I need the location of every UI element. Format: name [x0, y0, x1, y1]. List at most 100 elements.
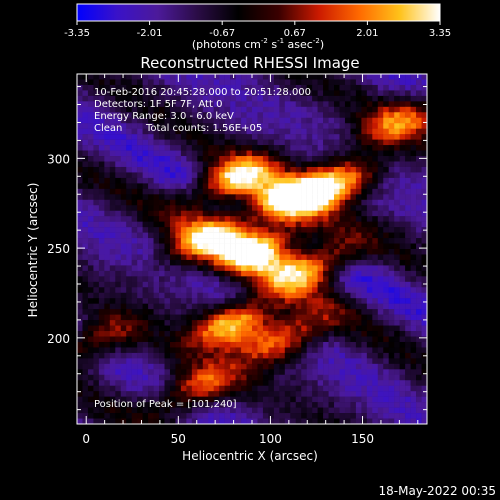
heatmap-cell: [153, 396, 160, 403]
heatmap-cell: [230, 276, 236, 283]
heatmap-cell: [366, 298, 373, 304]
heatmap-cell: [219, 205, 225, 211]
heatmap-cell: [142, 156, 149, 162]
heatmap-cell: [257, 418, 264, 424]
heatmap-cell: [350, 418, 357, 424]
heatmap-cell: [164, 358, 171, 365]
heatmap-cell: [317, 199, 324, 206]
heatmap-cell: [394, 194, 400, 201]
heatmap-cell: [164, 298, 171, 304]
heatmap-cell: [366, 216, 373, 222]
heatmap-cell: [366, 363, 373, 370]
heatmap-cell: [197, 358, 204, 365]
heatmap-cell: [180, 243, 187, 250]
heatmap-cell: [350, 74, 357, 80]
heatmap-cell: [377, 391, 384, 397]
heatmap-cell: [115, 172, 121, 179]
heatmap-cell: [279, 254, 286, 261]
heatmap-cell: [104, 336, 111, 343]
heatmap-cell: [339, 276, 346, 283]
heatmap-cell: [137, 325, 143, 332]
heatmap-cell: [306, 221, 313, 228]
heatmap-cell: [241, 292, 247, 299]
heatmap-cell: [372, 139, 379, 146]
heatmap-cell: [421, 232, 427, 239]
heatmap-cell: [410, 134, 417, 140]
heatmap-cell: [301, 101, 307, 108]
heatmap-cell: [159, 194, 165, 201]
heatmap-cell: [191, 358, 198, 365]
heatmap-cell: [175, 309, 182, 315]
heatmap-cell: [350, 106, 357, 113]
heatmap-cell: [213, 243, 220, 250]
heatmap-cell: [87, 292, 94, 299]
annotation-time-range: 10-Feb-2016 20:45:28.000 to 20:51:28.000: [94, 87, 311, 98]
heatmap-cell: [219, 177, 225, 184]
heatmap-cell: [120, 79, 127, 86]
heatmap-cell: [350, 369, 357, 376]
heatmap-cell: [126, 117, 132, 124]
heatmap-cell: [410, 259, 417, 266]
heatmap-cell: [241, 95, 247, 102]
heatmap-cell: [301, 380, 307, 386]
heatmap-cell: [377, 128, 384, 135]
heatmap-cell: [142, 112, 149, 118]
heatmap-cell: [169, 128, 176, 135]
heatmap-cell: [388, 150, 395, 157]
heatmap-cell: [224, 194, 231, 201]
heatmap-cell: [383, 407, 389, 414]
heatmap-cell: [416, 309, 422, 315]
heatmap-cell: [273, 336, 280, 343]
heatmap-cell: [312, 276, 318, 283]
heatmap-cell: [82, 369, 89, 376]
heatmap-cell: [208, 90, 214, 97]
heatmap-cell: [361, 314, 368, 321]
heatmap-cell: [273, 84, 280, 91]
heatmap-cell: [109, 276, 116, 283]
heatmap-cell: [383, 172, 389, 179]
heatmap-cell: [344, 156, 351, 162]
heatmap-cell: [394, 281, 400, 288]
heatmap-cell: [312, 341, 318, 348]
heatmap-cell: [350, 358, 357, 365]
heatmap-cell: [279, 243, 286, 250]
heatmap-cell: [257, 123, 264, 129]
heatmap-cell: [323, 358, 329, 365]
heatmap-cell: [148, 314, 154, 321]
heatmap-cell: [273, 243, 280, 250]
heatmap-cell: [186, 325, 193, 332]
heatmap-cell: [115, 221, 121, 228]
heatmap-cell: [142, 161, 149, 168]
heatmap-cell: [399, 347, 406, 354]
heatmap-cell: [202, 79, 209, 86]
heatmap-cell: [317, 281, 324, 288]
heatmap-cell: [295, 128, 302, 135]
heatmap-cell: [153, 292, 160, 299]
heatmap-cell: [301, 106, 307, 113]
heatmap-cell: [410, 232, 417, 239]
heatmap-cell: [137, 74, 143, 80]
heatmap-cell: [208, 238, 214, 244]
heatmap-cell: [175, 385, 182, 392]
heatmap-cell: [87, 254, 94, 261]
heatmap-cell: [104, 139, 111, 146]
heatmap-cell: [208, 309, 214, 315]
heatmap-cell: [301, 210, 307, 217]
heatmap-cell: [241, 325, 247, 332]
heatmap-cell: [137, 101, 143, 108]
heatmap-cell: [410, 243, 417, 250]
heatmap-cell: [317, 314, 324, 321]
heatmap-cell: [164, 134, 171, 140]
heatmap-cell: [153, 199, 160, 206]
heatmap-cell: [350, 320, 357, 326]
heatmap-cell: [421, 172, 427, 179]
heatmap-cell: [410, 309, 417, 315]
heatmap-cell: [290, 369, 296, 376]
heatmap-cell: [202, 221, 209, 228]
heatmap-cell: [295, 298, 302, 304]
heatmap-cell: [230, 347, 236, 354]
heatmap-cell: [142, 106, 149, 113]
heatmap-cell: [109, 90, 116, 97]
heatmap-cell: [268, 90, 275, 97]
heatmap-cell: [361, 413, 368, 419]
